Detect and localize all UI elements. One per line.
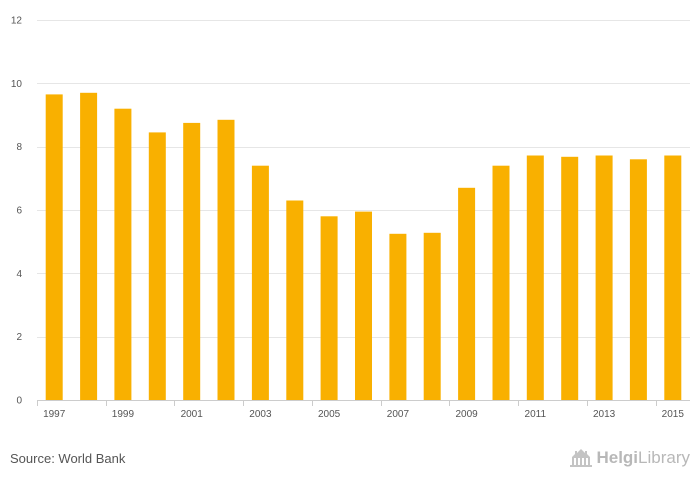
bar-2006 <box>355 211 372 400</box>
bar-1998 <box>80 92 98 401</box>
bar-1997 <box>45 94 63 401</box>
gridlines <box>37 20 690 338</box>
bar-2014 <box>629 159 647 400</box>
x-tick-label-2003: 2003 <box>249 409 272 420</box>
brand-name: HelgiLibrary <box>596 448 690 468</box>
y-axis-tick-labels: 0 2 4 6 8 10 12 <box>11 16 23 407</box>
bar-2002 <box>217 119 235 401</box>
bars <box>45 92 682 401</box>
bar-2009 <box>458 187 476 400</box>
y-tick-label-10: 10 <box>11 79 23 90</box>
bar-1999 <box>114 108 132 400</box>
bar-2007 <box>389 233 407 401</box>
library-building-icon <box>570 449 593 467</box>
x-tick-label-2001: 2001 <box>181 409 204 420</box>
y-tick-label-6: 6 <box>16 206 22 217</box>
bar-2005 <box>320 216 338 400</box>
x-tick-label-2013: 2013 <box>593 409 616 420</box>
source-note: Source: World Bank <box>10 451 126 466</box>
brand-part-library: Library <box>638 448 690 467</box>
y-tick-label-8: 8 <box>16 142 22 153</box>
bar-2013 <box>595 155 613 400</box>
y-tick-label-2: 2 <box>16 332 22 343</box>
x-axis-tick-labels: 1997 1999 2001 2003 2005 2007 2009 2011 2013 2015 <box>43 409 684 420</box>
x-tick-label-1997: 1997 <box>43 409 66 420</box>
bar-2011 <box>526 155 544 400</box>
bar-2015 <box>664 155 682 400</box>
bar-2010 <box>492 165 510 400</box>
helgi-library-logo[interactable]: HelgiLibrary <box>570 448 690 468</box>
bar-2001 <box>183 122 201 401</box>
bar-chart: 0 2 4 6 8 10 12 1997 1999 2001 2003 2005 2007 2009 20… <box>11 16 690 420</box>
x-tick-label-1999: 1999 <box>112 409 135 420</box>
x-tick-label-2015: 2015 <box>662 409 685 420</box>
brand-part-helgi: Helgi <box>596 448 639 467</box>
x-axis <box>37 400 690 406</box>
y-tick-label-12: 12 <box>11 16 23 27</box>
x-tick-label-2005: 2005 <box>318 409 341 420</box>
x-tick-label-2007: 2007 <box>387 409 410 420</box>
bar-2003 <box>251 165 269 400</box>
y-tick-label-0: 0 <box>16 396 22 407</box>
bar-2008 <box>423 232 441 400</box>
x-tick-label-2011: 2011 <box>525 409 547 420</box>
bar-2004 <box>286 200 304 400</box>
y-tick-label-4: 4 <box>16 269 22 280</box>
x-tick-label-2009: 2009 <box>455 409 478 420</box>
bar-2000 <box>148 132 166 400</box>
bar-2012 <box>561 156 579 400</box>
